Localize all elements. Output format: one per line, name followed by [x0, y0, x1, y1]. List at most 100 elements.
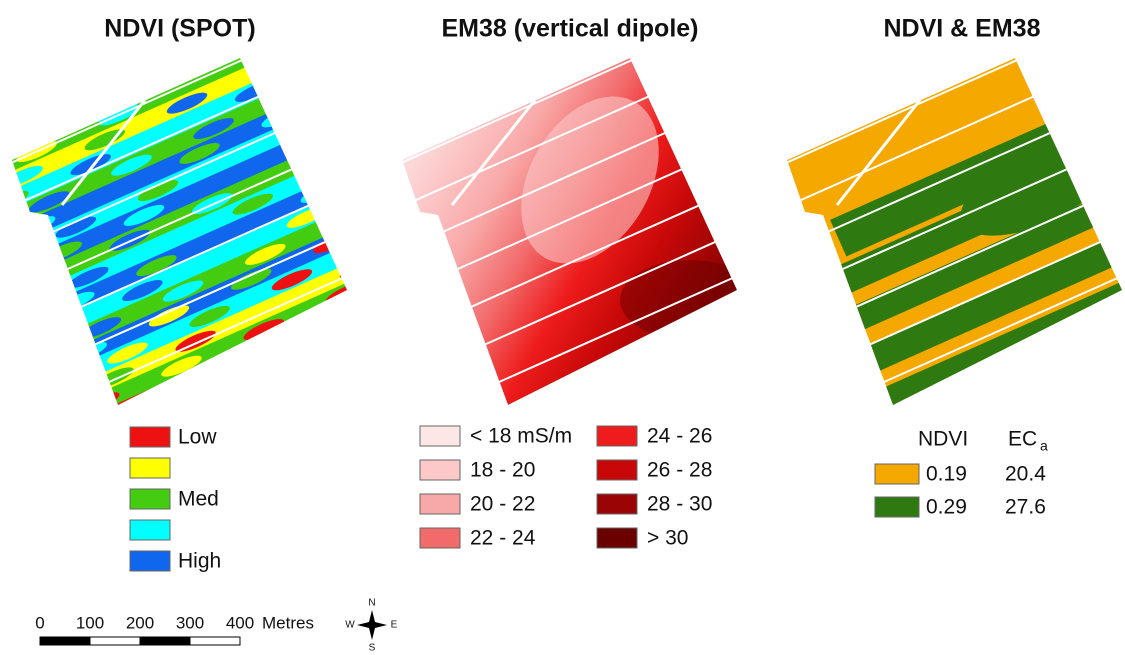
legend-label: > 30: [647, 527, 688, 550]
zone-patch: [70, 75, 115, 104]
zone-patch: [186, 377, 231, 406]
scale-label: 200: [126, 613, 154, 632]
zone-patch: [325, 203, 370, 232]
scale-unit: Metres: [262, 613, 314, 632]
legend-swatch: [420, 426, 460, 446]
zone-patch: [312, 153, 357, 182]
zone-patch: [38, 313, 83, 342]
scale-label: 100: [76, 613, 104, 632]
legend-swatch: [420, 460, 460, 480]
zone-patch: [13, 212, 58, 241]
scale-segment: [40, 637, 90, 645]
zone-patch: [0, 249, 16, 278]
legend-value: 20.4: [1005, 463, 1046, 486]
zone-patch: [391, 304, 436, 333]
zone-patch: [35, 425, 80, 454]
figure: NDVI (SPOT) EM38 (vertical dipole) NDVI & …: [0, 0, 1125, 655]
legend-swatch: [130, 551, 170, 571]
scale-segment: [190, 637, 240, 645]
zone-patch: [62, 451, 107, 480]
legend-swatch: [597, 528, 637, 548]
zone-patch: [298, 178, 343, 207]
zone-patch: [364, 279, 409, 308]
legend-label: 24 - 26: [647, 425, 712, 448]
zone-patch: [0, 350, 41, 379]
zone-patch: [354, 116, 399, 145]
zone-patch: [329, 16, 374, 45]
panel-title: NDVI & EM38: [884, 15, 1041, 43]
panel-title: EM38 (vertical dipole): [441, 15, 698, 43]
field-map: [245, 0, 887, 481]
zone-patch: [341, 66, 386, 95]
legend-label: 26 - 28: [647, 459, 712, 482]
legend-label: 22 - 24: [470, 527, 536, 550]
compass-star: [357, 610, 387, 640]
zone-patch: [315, 40, 360, 69]
zone-patch: [356, 41, 401, 70]
zone-patch: [0, 274, 2, 303]
scale-label: 400: [226, 613, 254, 632]
legend-swatch: [130, 520, 170, 540]
zone-patch: [282, 316, 327, 345]
legend-swatch: [597, 426, 637, 446]
scale-label: 300: [176, 613, 204, 632]
compass-e: E: [391, 620, 398, 631]
zone-patch: [338, 254, 383, 283]
zone-patch: [286, 128, 331, 157]
legend-swatch: [420, 494, 460, 514]
zone-patch: [368, 91, 413, 120]
zone-patch: [352, 229, 397, 258]
zone-patch: [309, 341, 354, 370]
legend-swatch: [597, 460, 637, 480]
zone-patch: [226, 378, 271, 407]
zone-patch: [0, 425, 40, 454]
legend-swatch: [130, 489, 170, 509]
scale-segment: [140, 637, 190, 645]
legend-value: 27.6: [1005, 496, 1046, 519]
legend-swatch: [130, 427, 170, 447]
zone-patch: [21, 450, 66, 479]
compass-s: S: [369, 643, 376, 654]
legend-swatch: [875, 464, 919, 484]
zone-patch: [0, 324, 15, 353]
legend-value: 0.19: [926, 463, 967, 486]
zone-patch: [0, 375, 27, 404]
compass-n: N: [368, 598, 375, 609]
zone-patch: [0, 300, 29, 329]
legend-label: Low: [178, 426, 217, 449]
panel-title: NDVI (SPOT): [104, 15, 255, 43]
zone-patch: [247, 52, 292, 81]
legend-label: 20 - 22: [470, 493, 535, 516]
zone-patch: [343, 0, 388, 20]
zone-patch: [77, 388, 122, 417]
legend-swatch: [420, 528, 460, 548]
legend-swatch: [597, 494, 637, 514]
page: {"panels": [ {"title": "NDVI (SPOT)", "l…: [0, 0, 1125, 655]
zone-patch: [9, 400, 54, 429]
legend-label: < 18 mS/m: [470, 425, 572, 448]
zone-patch: [152, 38, 197, 67]
legend-label: High: [178, 550, 221, 573]
zone-patch: [23, 375, 68, 404]
zone-patch: [366, 166, 411, 195]
zone-patch: [261, 27, 306, 56]
zone-patch: [350, 304, 395, 333]
scale-segment: [90, 637, 140, 645]
zone-patch: [273, 78, 318, 107]
legend-label: Med: [178, 488, 219, 511]
zone-patch: [302, 0, 347, 19]
compass-w: W: [345, 620, 355, 631]
legend-swatch: [130, 458, 170, 478]
legend-header-subscript: a: [1040, 438, 1048, 454]
zone-patch: [395, 117, 440, 146]
zone-patch: [406, 242, 451, 271]
legend-swatch: [875, 497, 919, 517]
zone-patch: [29, 75, 74, 104]
legend-label: 28 - 30: [647, 493, 712, 516]
zone-patch: [300, 103, 345, 132]
zone-patch: [268, 340, 313, 369]
scale-label: 0: [35, 613, 44, 632]
zone-patch: [0, 112, 33, 141]
legend-label: 18 - 20: [470, 459, 535, 482]
zone-patch: [25, 262, 70, 291]
